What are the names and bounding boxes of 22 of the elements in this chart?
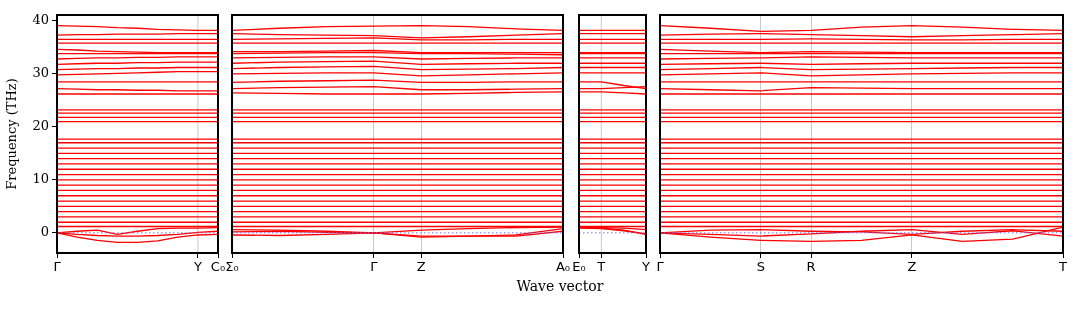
- x-tick-label: Σ₀: [225, 259, 239, 275]
- y-tick-label: 10: [32, 171, 49, 187]
- x-tick-label: Γ: [53, 259, 62, 275]
- y-tick-label: 20: [32, 118, 49, 134]
- y-tick-label: 0: [40, 224, 49, 240]
- x-tick-label: Γ: [656, 259, 665, 275]
- x-tick-label: T: [1058, 259, 1068, 275]
- x-axis-title: Wave vector: [515, 278, 605, 294]
- x-tick-label: A₀: [555, 259, 571, 275]
- x-tick-label: Y: [192, 259, 202, 275]
- x-tick-label: C₀: [210, 259, 226, 275]
- y-tick-label: 40: [32, 12, 49, 28]
- x-tick-label: S: [756, 259, 765, 275]
- x-tick-label: Γ: [370, 259, 379, 275]
- x-tick-label: R: [806, 259, 816, 275]
- x-tick-label: T: [596, 259, 606, 275]
- y-tick-label: 30: [32, 65, 49, 81]
- x-tick-label: Z: [416, 259, 426, 275]
- x-tick-label: Y: [641, 259, 651, 275]
- y-axis-title: Frequency (THz): [4, 78, 20, 190]
- x-tick-label: E₀: [572, 259, 586, 275]
- x-tick-label: Z: [907, 259, 917, 275]
